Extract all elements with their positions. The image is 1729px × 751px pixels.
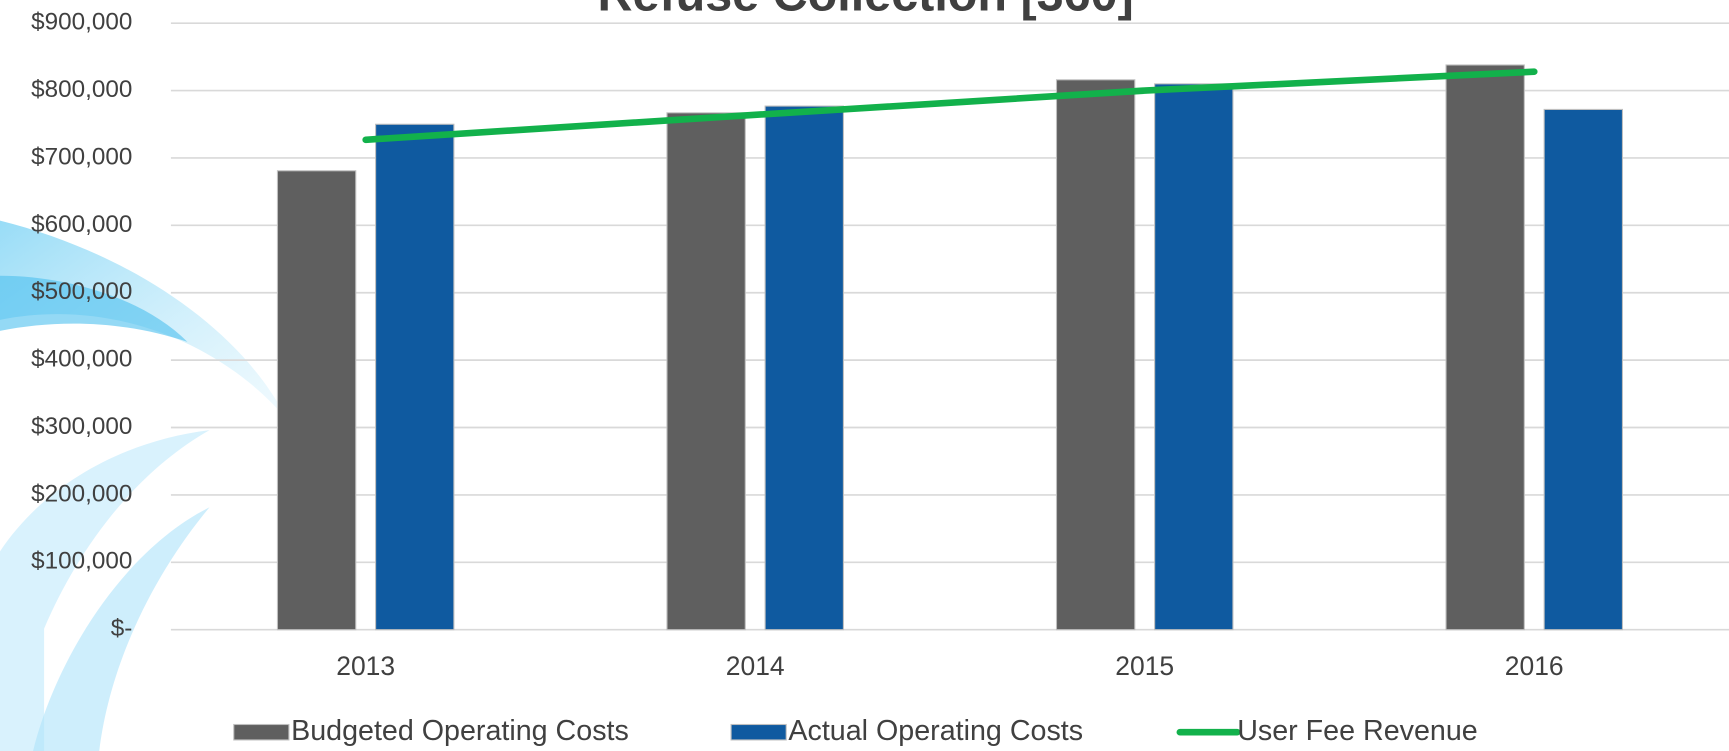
bar [666,112,746,631]
bar [764,105,844,631]
legend-swatch [233,723,290,741]
y-tick-label: $500,000 [31,278,132,305]
y-tick-label: $400,000 [31,346,132,373]
bar [1543,108,1624,631]
line [362,68,1538,144]
x-tick-label: 2015 [1115,651,1174,681]
bar [1055,79,1136,631]
y-tick-label: $700,000 [31,143,132,170]
y-tick-label: $- [111,615,133,642]
background-swoosh [0,220,287,751]
bar [276,170,357,631]
legend-label: User Fee Revenue [1237,715,1478,747]
bar [1154,83,1234,631]
y-tick-label: $100,000 [31,548,132,575]
legend-label: Actual Operating Costs [788,715,1083,747]
bar [1445,64,1525,631]
y-tick-label: $800,000 [31,76,132,103]
x-tick-label: 2016 [1505,651,1564,681]
legend-swatch [730,723,787,741]
x-tick-label: 2013 [336,651,395,681]
legend-label: Budgeted Operating Costs [291,715,629,747]
y-tick-label: $200,000 [31,480,132,507]
x-tick-label: 2014 [726,651,785,681]
y-tick-label: $900,000 [31,9,132,36]
bar [375,123,455,631]
chart-title: Refuse Collection [360] [597,0,1133,22]
y-tick-label: $300,000 [31,413,132,440]
y-tick-label: $600,000 [31,211,132,238]
